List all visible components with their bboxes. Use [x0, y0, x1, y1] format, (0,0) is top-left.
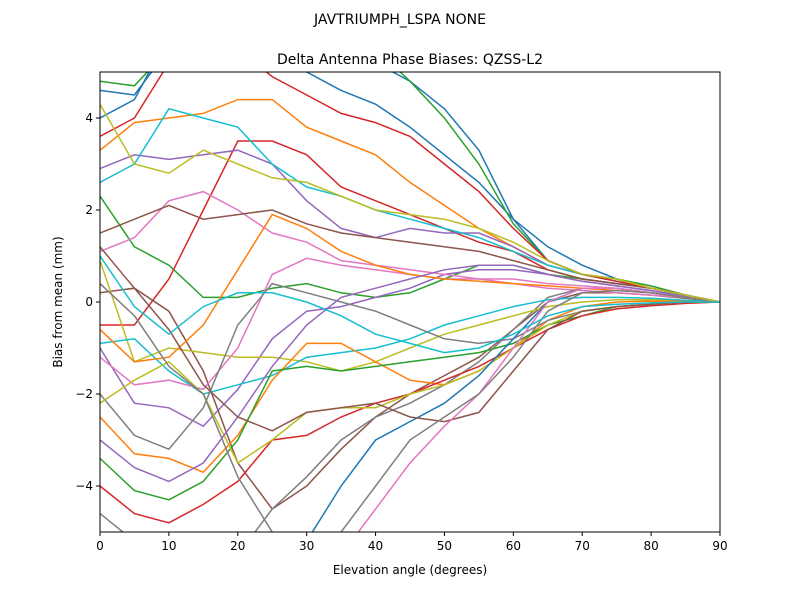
- chart-title: Delta Antenna Phase Biases: QZSS-L2: [277, 52, 543, 68]
- y-axis-label: Bias from mean (mm): [51, 236, 65, 367]
- series-line-24: [100, 264, 720, 483]
- series-line-23: [100, 72, 720, 303]
- series-line-18: [100, 301, 720, 465]
- series-line-5: [100, 287, 720, 511]
- series-line-19: [100, 107, 720, 303]
- y-axis: −4 −2 0 2 4: [75, 111, 100, 493]
- x-tick-label: 30: [299, 539, 314, 553]
- x-tick-label: 10: [161, 539, 176, 553]
- y-tick-label: 2: [85, 203, 93, 217]
- series-line-26: [357, 287, 720, 532]
- series-lines: [100, 72, 720, 532]
- y-tick-label: 4: [85, 111, 93, 125]
- series-line-6: [100, 190, 720, 303]
- series-line-7: [100, 287, 720, 532]
- series-line-25: [100, 246, 720, 432]
- x-tick-label: 40: [368, 539, 383, 553]
- series-line-1: [100, 98, 720, 303]
- series-line-27: [100, 283, 720, 532]
- suptitle: JAVTRIUMPH_LSPA NONE: [313, 12, 486, 28]
- x-tick-label: 0: [96, 539, 104, 553]
- x-axis: 0 10 20 30 40 50 60 70 80 90: [96, 532, 728, 553]
- series-line-8: [100, 260, 720, 372]
- y-tick-label: −4: [75, 479, 93, 493]
- x-tick-label: 50: [437, 539, 452, 553]
- y-tick-label: −2: [75, 387, 93, 401]
- x-tick-label: 80: [643, 539, 658, 553]
- y-tick-label: 0: [85, 295, 93, 309]
- series-line-20: [311, 287, 720, 532]
- series-line-2: [100, 195, 720, 303]
- x-tick-label: 90: [712, 539, 727, 553]
- x-tick-label: 20: [230, 539, 245, 553]
- x-axis-label: Elevation angle (degrees): [333, 563, 487, 577]
- series-line-15: [100, 204, 720, 303]
- series-line-12: [100, 301, 720, 501]
- series-line-29: [100, 255, 720, 354]
- x-tick-label: 60: [506, 539, 521, 553]
- series-line-16: [100, 257, 720, 391]
- x-tick-label: 70: [575, 539, 590, 553]
- series-line-11: [100, 300, 720, 474]
- series-line-28: [100, 103, 720, 303]
